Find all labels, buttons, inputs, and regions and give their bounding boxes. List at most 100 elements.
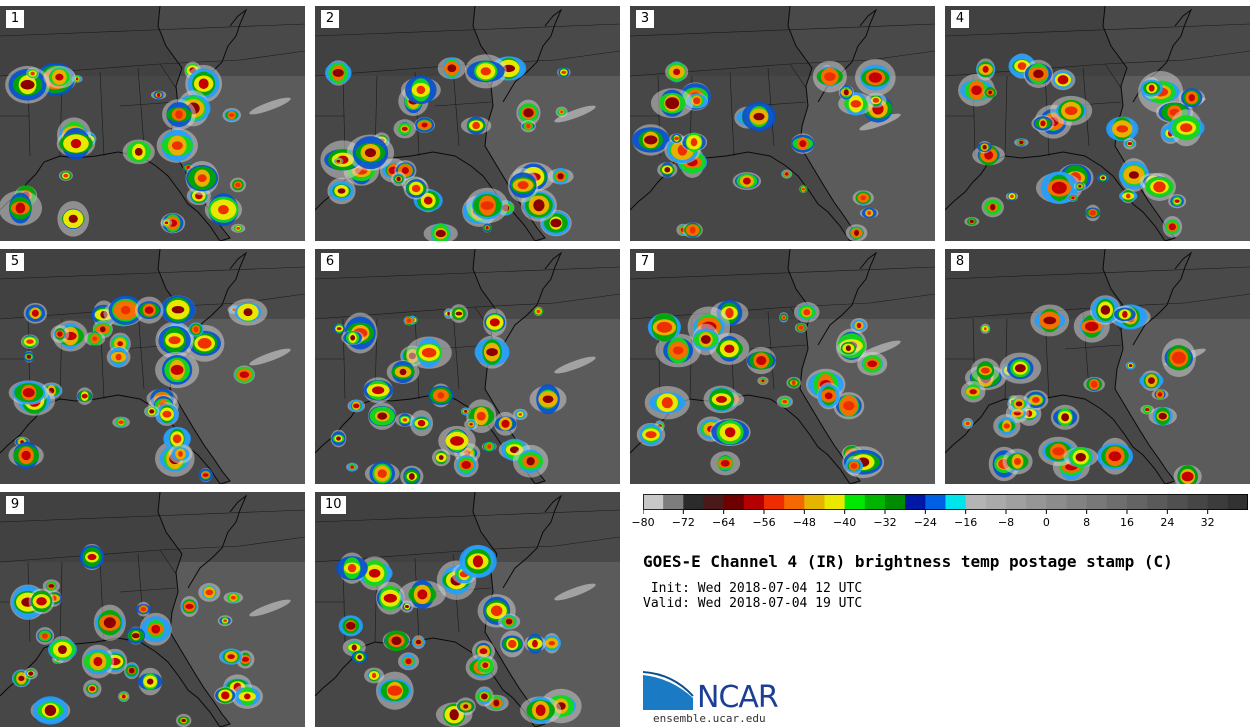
cloud-wisp: [554, 356, 596, 374]
colorbar-segment: [1167, 494, 1188, 510]
convective-cell: [20, 334, 39, 349]
convective-cell: [84, 331, 106, 346]
convective-cell: [28, 588, 55, 615]
convective-cell: [680, 132, 708, 152]
convective-cell: [1014, 138, 1029, 147]
convective-cell: [204, 193, 243, 226]
colorbar-segment: [663, 494, 684, 510]
coastline: [817, 251, 878, 346]
convective-cell: [403, 315, 415, 326]
convective-cell: [475, 686, 494, 707]
convective-cell: [156, 128, 198, 163]
convective-cell: [382, 630, 411, 652]
convective-cell: [692, 323, 719, 356]
ir-satellite-map: [630, 249, 935, 484]
convective-cell: [1178, 88, 1205, 108]
convective-cell: [474, 335, 510, 369]
convective-cell: [0, 190, 43, 226]
ir-satellite-map: [315, 249, 620, 484]
convective-cell: [460, 407, 471, 416]
convective-cell: [1031, 115, 1055, 132]
colorbar-tick-label: −80: [631, 516, 655, 529]
state-border: [315, 266, 620, 280]
convective-cell: [1148, 406, 1177, 426]
state-border: [119, 101, 177, 107]
colorbar-segment: [723, 494, 745, 510]
convective-cell: [980, 323, 991, 334]
convective-cell: [333, 323, 346, 334]
colorbar-tick-label: −8: [997, 516, 1015, 529]
valid-time: Valid: Wed 2018-07-04 19 UTC: [643, 596, 863, 611]
convective-cell: [431, 448, 451, 467]
convective-cell: [136, 601, 151, 617]
colorbar-segment: [1147, 494, 1168, 510]
convective-cell: [198, 468, 213, 482]
convective-cell: [1119, 188, 1138, 204]
convective-cell: [812, 60, 847, 93]
state-border: [434, 101, 492, 107]
convective-cell: [184, 324, 225, 362]
convective-cell: [776, 395, 793, 408]
stamp-panel-9: 9: [0, 492, 305, 727]
convective-cell: [1167, 109, 1205, 147]
colorbar-tick-label: 32: [1200, 516, 1215, 529]
convective-cell: [23, 350, 35, 363]
convective-cell: [794, 322, 808, 333]
state-border: [630, 266, 935, 280]
convective-cell: [1007, 395, 1031, 413]
convective-cell: [58, 170, 73, 181]
state-border: [1104, 63, 1122, 89]
convective-cell: [144, 405, 160, 418]
convective-cell: [500, 630, 525, 658]
state-border: [315, 536, 620, 563]
convective-cell: [523, 633, 546, 654]
state-border: [1004, 75, 1008, 157]
convective-cell: [529, 384, 567, 415]
convective-cell: [368, 402, 397, 430]
convective-cell: [854, 59, 896, 97]
convective-cell: [993, 414, 1021, 438]
convective-cell: [455, 697, 476, 716]
convective-cell: [657, 162, 678, 178]
colorbar-tick-label: −64: [712, 516, 736, 529]
state-border: [767, 310, 775, 390]
convective-cell: [30, 696, 71, 725]
colorbar-segment: [945, 494, 967, 510]
cloud-wisp: [249, 97, 291, 115]
convective-cell: [126, 626, 146, 645]
convective-cell: [960, 380, 986, 403]
convective-cell: [1162, 216, 1183, 238]
convective-cell: [453, 452, 479, 478]
convective-cell: [324, 60, 352, 86]
convective-cell: [533, 306, 544, 316]
convective-cell: [859, 207, 879, 219]
convective-cell: [364, 667, 385, 684]
convective-cell: [223, 591, 244, 604]
convective-cell: [655, 333, 701, 368]
convective-cell: [188, 322, 204, 337]
convective-cell: [466, 187, 509, 224]
convective-cell: [1073, 181, 1086, 191]
convective-cell: [709, 418, 751, 447]
stamp-panel-10: 10: [315, 492, 620, 727]
state-border: [0, 50, 305, 77]
convective-cell: [665, 61, 689, 83]
convective-cell: [481, 440, 497, 453]
convective-cell: [364, 461, 400, 484]
convective-cell: [520, 696, 562, 725]
colorbar-tick-label: −72: [671, 516, 695, 529]
convective-cell: [42, 579, 60, 593]
convective-cell: [1173, 464, 1202, 484]
ir-satellite-map: [630, 6, 935, 241]
convective-cell: [409, 410, 434, 437]
panel-number-label: 3: [636, 10, 654, 28]
coastline: [502, 494, 563, 589]
convective-cell: [168, 444, 193, 464]
coastline: [1132, 251, 1193, 346]
init-time: Init: Wed 2018-07-04 12 UTC: [643, 581, 863, 596]
convective-cell: [341, 330, 365, 346]
colorbar-tick-label: −48: [792, 516, 816, 529]
colorbar-tick-label: 0: [1042, 516, 1050, 529]
ncar-logo-text: NCAR: [697, 680, 779, 715]
coastline: [502, 251, 563, 346]
